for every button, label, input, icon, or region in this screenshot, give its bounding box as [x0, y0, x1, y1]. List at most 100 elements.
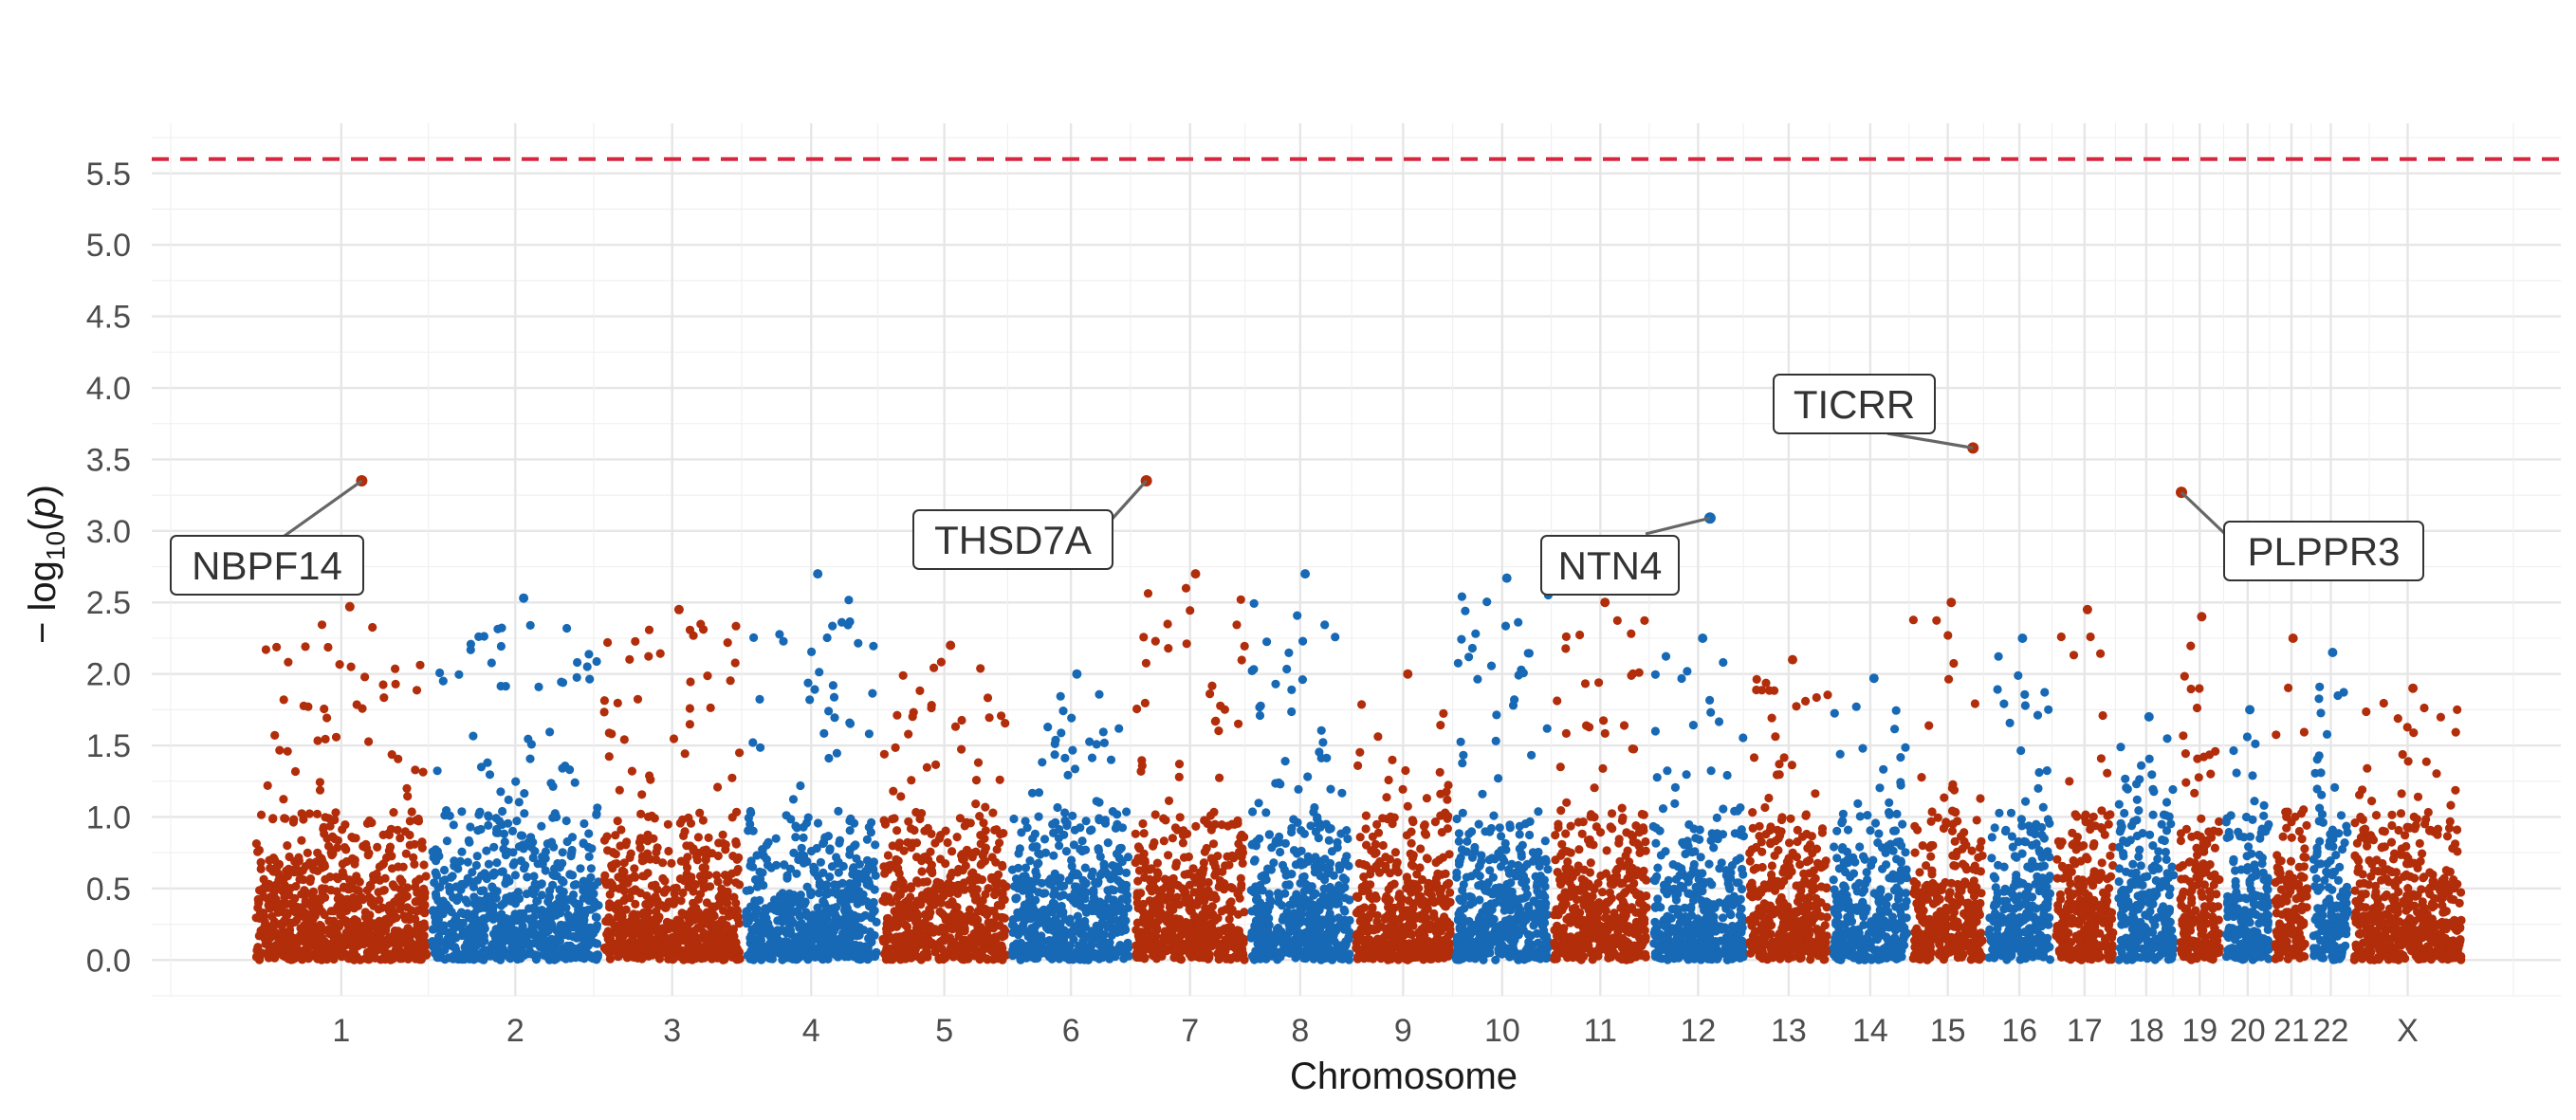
- data-point: [383, 940, 393, 949]
- data-point: [959, 878, 969, 888]
- data-point: [1056, 891, 1065, 901]
- data-point: [1220, 879, 1229, 889]
- data-point: [1184, 897, 1193, 907]
- data-point: [447, 872, 456, 882]
- data-point: [410, 859, 419, 870]
- data-point: [855, 930, 864, 940]
- data-point: [421, 948, 431, 959]
- data-point: [1009, 814, 1019, 824]
- data-point: [952, 833, 962, 842]
- data-point: [1297, 950, 1307, 961]
- data-point: [966, 818, 975, 828]
- data-point: [568, 871, 578, 880]
- data-point: [541, 866, 550, 875]
- data-point: [1108, 871, 1117, 881]
- data-point: [1056, 691, 1065, 701]
- data-point: [625, 921, 635, 930]
- data-point: [672, 942, 682, 951]
- data-point: [610, 859, 619, 869]
- data-point: [634, 945, 643, 954]
- data-point: [750, 942, 760, 951]
- data-point: [1092, 740, 1101, 749]
- data-point: [1081, 817, 1091, 826]
- data-points: [251, 569, 2466, 964]
- data-point: [502, 914, 511, 924]
- data-point: [449, 820, 458, 830]
- data-point: [442, 806, 451, 816]
- data-point: [689, 846, 698, 855]
- data-point: [1106, 755, 1116, 764]
- data-point: [313, 736, 322, 745]
- data-point: [1095, 936, 1104, 946]
- data-point: [636, 809, 646, 819]
- data-point: [412, 686, 422, 695]
- data-point: [463, 898, 472, 908]
- data-point: [670, 884, 679, 893]
- data-point: [615, 785, 624, 795]
- data-point: [299, 949, 308, 959]
- data-point: [1207, 681, 1217, 690]
- data-point: [1140, 698, 1150, 708]
- data-point: [1143, 865, 1152, 874]
- data-point: [851, 840, 860, 850]
- data-point: [403, 883, 413, 892]
- data-point: [465, 837, 474, 847]
- data-point: [566, 852, 576, 861]
- data-point: [1236, 952, 1245, 962]
- data-point: [748, 862, 758, 872]
- data-point: [971, 776, 982, 785]
- data-point: [931, 760, 941, 770]
- data-point: [1237, 853, 1246, 862]
- data-point: [635, 889, 646, 898]
- data-point: [325, 872, 335, 882]
- data-point: [567, 833, 578, 842]
- data-point: [893, 864, 903, 873]
- data-point: [1333, 837, 1342, 847]
- data-point: [820, 833, 830, 842]
- data-point: [1072, 882, 1081, 891]
- data-point: [489, 842, 499, 852]
- data-point: [981, 802, 990, 812]
- data-point: [1167, 916, 1176, 927]
- data-point: [290, 766, 301, 777]
- data-point: [948, 847, 957, 856]
- data-point: [269, 855, 280, 865]
- data-point: [457, 847, 467, 856]
- data-point: [1266, 932, 1276, 942]
- data-point: [633, 694, 643, 704]
- data-point: [1206, 854, 1216, 863]
- data-point: [1275, 930, 1284, 940]
- data-point: [374, 888, 383, 897]
- data-point: [535, 942, 544, 951]
- data-point: [265, 904, 274, 913]
- data-point: [400, 827, 410, 836]
- data-point: [1034, 812, 1043, 821]
- data-point: [698, 877, 708, 887]
- data-point: [603, 917, 613, 927]
- data-point: [263, 780, 272, 791]
- data-point: [639, 872, 650, 881]
- data-point: [815, 878, 825, 888]
- data-point: [1340, 855, 1350, 866]
- data-point: [475, 807, 485, 817]
- data-point-peak: [344, 601, 355, 612]
- data-point: [570, 778, 580, 787]
- data-point: [275, 745, 285, 755]
- data-point: [963, 954, 972, 964]
- data-point: [375, 875, 385, 886]
- data-point: [368, 941, 377, 950]
- data-point: [1123, 944, 1133, 953]
- data-point: [282, 935, 291, 945]
- data-point: [813, 818, 823, 828]
- data-point: [940, 927, 949, 936]
- data-point: [651, 944, 660, 954]
- data-point: [752, 907, 762, 916]
- data-point: [393, 941, 402, 950]
- data-point: [260, 934, 269, 944]
- data-point: [1293, 937, 1302, 946]
- data-point: [579, 876, 588, 886]
- data-point: [1247, 927, 1257, 938]
- data-point: [413, 928, 422, 938]
- data-point: [1182, 639, 1191, 649]
- data-point: [713, 782, 723, 792]
